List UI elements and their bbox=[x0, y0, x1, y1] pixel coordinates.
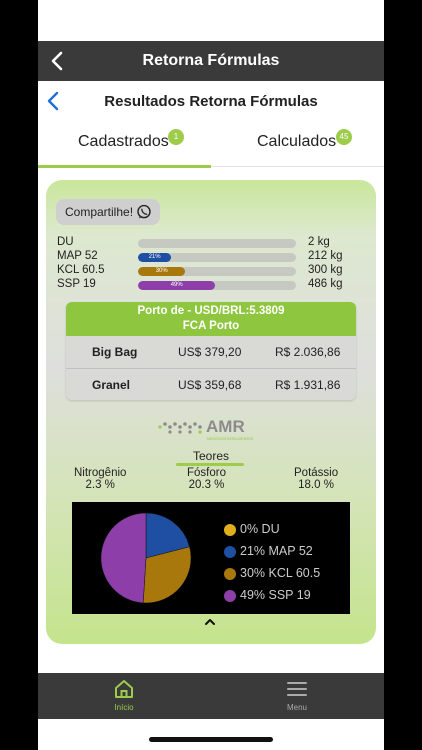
share-label: Compartilhe! bbox=[65, 205, 134, 219]
tab-cadastrados[interactable]: Cadastrados bbox=[78, 133, 169, 150]
price-row: Big Bag US$ 379,20 R$ 2.036,86 bbox=[66, 336, 356, 368]
menu-icon bbox=[287, 682, 307, 696]
nav-home[interactable]: Início bbox=[94, 678, 154, 712]
ingredient-name: KCL 60.5 bbox=[57, 264, 105, 276]
ingredient-amount: 486 kg bbox=[308, 278, 343, 290]
ingredient-bar-fill: 21% bbox=[138, 253, 172, 262]
nutrient-name: Potássio bbox=[294, 467, 339, 479]
ingredient-name: DU bbox=[57, 236, 74, 248]
pie-slice bbox=[100, 512, 147, 604]
composition-pie-chart: 0% DU 21% MAP 52 30% KCL 60.5 49% SSP 19 bbox=[72, 502, 350, 614]
legend-item: 49% SSP 19 bbox=[224, 588, 311, 602]
whatsapp-icon bbox=[137, 204, 151, 219]
price-brl: R$ 1.931,86 bbox=[275, 378, 341, 392]
price-row: Granel US$ 359,68 R$ 1.931,86 bbox=[66, 368, 356, 400]
ingredient-amount: 212 kg bbox=[308, 250, 343, 262]
legend-dot bbox=[224, 590, 236, 602]
count-badge: 1 bbox=[168, 129, 184, 145]
ingredient-name: SSP 19 bbox=[57, 278, 96, 290]
packaging-name: Granel bbox=[92, 378, 131, 392]
nutrient-value: 18.0 % bbox=[298, 479, 334, 491]
legend-dot bbox=[224, 568, 236, 580]
phone-screen: Retorna Fórmulas Resultados Retorna Fórm… bbox=[38, 0, 384, 750]
home-indicator bbox=[149, 737, 273, 742]
ingredient-name: MAP 52 bbox=[57, 250, 98, 262]
legend-label: 0% DU bbox=[240, 522, 280, 536]
price-brl: R$ 2.036,86 bbox=[275, 345, 341, 359]
teores-title: Teores bbox=[192, 449, 230, 463]
price-usd: US$ 379,20 bbox=[178, 345, 242, 359]
nav-menu-label: Menu bbox=[286, 703, 307, 712]
nav-menu[interactable]: Menu bbox=[267, 678, 327, 712]
incoterm-label: FCA Porto bbox=[182, 320, 240, 332]
ingredient-bar: 49% bbox=[138, 281, 296, 290]
pie-svg bbox=[100, 512, 192, 604]
tab-calculados[interactable]: Calculados bbox=[257, 133, 337, 150]
share-button[interactable]: Compartilhe! bbox=[56, 199, 160, 225]
nutrient-potassium: Potássio 18.0 % bbox=[294, 467, 338, 491]
nutrient-name: Nitrogênio bbox=[74, 467, 127, 479]
ingredient-amount: 300 kg bbox=[308, 264, 343, 276]
app-title: Retorna Fórmulas bbox=[142, 52, 280, 69]
amr-logo: AMR NEGÓCIOS INTELIGENTES bbox=[158, 417, 254, 441]
bottom-navigation: Início Menu bbox=[38, 673, 384, 719]
nutrient-name: Fósforo bbox=[187, 467, 226, 479]
app-bar: Retorna Fórmulas bbox=[38, 41, 384, 81]
svg-text:AMR: AMR bbox=[206, 417, 245, 436]
ingredient-amount: 2 kg bbox=[308, 236, 330, 248]
legend-item: 0% DU bbox=[224, 522, 280, 536]
ingredient-row: MAP 52 21% 212 kg bbox=[57, 250, 367, 264]
svg-text:NEGÓCIOS INTELIGENTES: NEGÓCIOS INTELIGENTES bbox=[207, 436, 254, 441]
teores-underline bbox=[176, 463, 244, 466]
tab-bar: Cadastrados 1 Calculados 45 bbox=[38, 123, 384, 168]
price-usd: US$ 359,68 bbox=[178, 378, 242, 392]
pie-slice bbox=[142, 546, 192, 604]
exchange-rate-label: Porto de - USD/BRL:5.3809 bbox=[137, 305, 285, 317]
ingredient-bar-fill: 49% bbox=[138, 281, 216, 290]
ingredient-row: SSP 19 49% 486 kg bbox=[57, 278, 367, 292]
ingredient-bar bbox=[138, 239, 296, 248]
chevron-up-icon[interactable] bbox=[203, 617, 217, 627]
price-table-header: Porto de - USD/BRL:5.3809 FCA Porto bbox=[66, 302, 356, 336]
active-tab-indicator bbox=[38, 165, 211, 168]
price-table: Porto de - USD/BRL:5.3809 FCA Porto Big … bbox=[66, 302, 356, 400]
pie-slice bbox=[145, 512, 190, 559]
legend-label: 30% KCL 60.5 bbox=[240, 566, 321, 580]
legend-item: 21% MAP 52 bbox=[224, 544, 313, 558]
nutrient-value: 2.3 % bbox=[85, 479, 115, 491]
legend-label: 49% SSP 19 bbox=[240, 588, 311, 602]
ingredient-row: KCL 60.5 30% 300 kg bbox=[57, 264, 367, 278]
legend-dot bbox=[224, 546, 236, 558]
nutrient-value: 20.3 % bbox=[188, 479, 225, 491]
nav-home-label: Início bbox=[114, 703, 134, 712]
home-icon bbox=[115, 680, 133, 698]
ingredient-bar: 21% bbox=[138, 253, 296, 262]
packaging-name: Big Bag bbox=[92, 345, 138, 359]
legend-label: 21% MAP 52 bbox=[240, 544, 313, 558]
ingredient-bar: 30% bbox=[138, 267, 296, 276]
ingredient-bar-fill: 30% bbox=[138, 267, 186, 276]
chevron-left-icon[interactable] bbox=[44, 90, 64, 112]
formula-card: Compartilhe! DU 2 kg MAP 52 21% 212 kg K… bbox=[46, 180, 376, 644]
results-header: Resultados Retorna Fórmulas bbox=[38, 81, 384, 123]
legend-item: 30% KCL 60.5 bbox=[224, 566, 321, 580]
nutrient-phosphorus: Fósforo 20.3 % bbox=[187, 467, 226, 491]
results-title: Resultados Retorna Fórmulas bbox=[104, 93, 318, 110]
legend-dot bbox=[224, 524, 236, 536]
count-badge: 45 bbox=[336, 129, 352, 145]
nutrient-nitrogen: Nitrogênio 2.3 % bbox=[74, 467, 126, 491]
chevron-left-icon[interactable] bbox=[46, 49, 70, 73]
ingredient-row: DU 2 kg bbox=[57, 236, 367, 250]
